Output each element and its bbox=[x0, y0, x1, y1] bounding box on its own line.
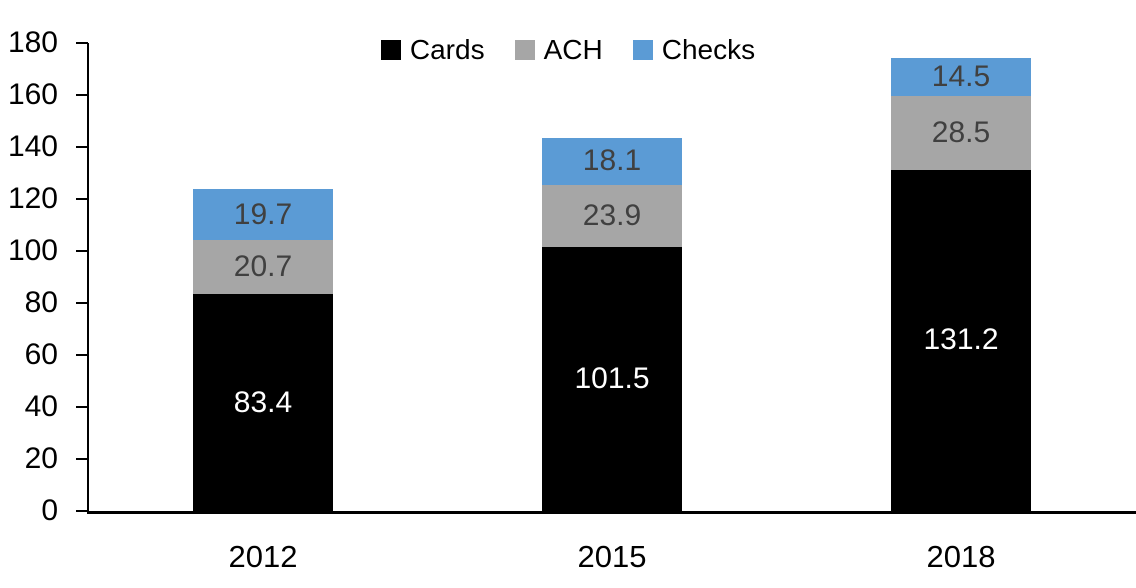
bar-segment-checks-2018: 14.5 bbox=[891, 58, 1031, 96]
x-axis-line bbox=[87, 511, 1136, 514]
legend-item-ach: ACH bbox=[514, 34, 603, 65]
y-axis-tick-mark bbox=[76, 458, 88, 460]
y-axis-tick-mark bbox=[76, 198, 88, 200]
data-label: 14.5 bbox=[931, 59, 991, 93]
legend-label: ACH bbox=[543, 34, 603, 65]
y-axis-tick-label: 160 bbox=[7, 78, 58, 111]
legend-item-checks: Checks bbox=[632, 34, 756, 65]
data-label: 19.7 bbox=[233, 197, 293, 231]
data-label: 83.4 bbox=[233, 385, 293, 419]
x-axis-category-label: 2012 bbox=[228, 539, 298, 574]
y-axis-tick-mark bbox=[76, 42, 88, 44]
data-label: 101.5 bbox=[574, 362, 650, 396]
legend-swatch-icon bbox=[514, 40, 535, 60]
legend-item-cards: Cards bbox=[380, 34, 485, 65]
y-axis-tick-label: 80 bbox=[24, 286, 58, 319]
y-axis-tick-label: 60 bbox=[24, 338, 58, 371]
data-label: 131.2 bbox=[923, 323, 999, 357]
data-label: 20.7 bbox=[233, 250, 293, 284]
y-axis-tick-mark bbox=[76, 510, 88, 512]
bar-segment-ach-2018: 28.5 bbox=[891, 95, 1031, 170]
data-label: 18.1 bbox=[582, 144, 642, 178]
data-label: 23.9 bbox=[582, 199, 642, 233]
y-axis-tick-mark bbox=[76, 354, 88, 356]
bar-segment-ach-2015: 23.9 bbox=[542, 184, 682, 248]
y-axis-tick-label: 40 bbox=[24, 390, 58, 423]
y-axis-tick-label: 100 bbox=[7, 234, 58, 267]
y-axis-tick-mark bbox=[76, 406, 88, 408]
y-axis-tick-label: 120 bbox=[7, 182, 58, 215]
bar-segment-cards-2018: 131.2 bbox=[891, 169, 1031, 511]
y-axis-tick-label: 0 bbox=[41, 494, 58, 527]
x-axis-category-label: 2018 bbox=[926, 539, 996, 574]
legend-label: Checks bbox=[661, 34, 756, 65]
y-axis-tick-label: 180 bbox=[7, 26, 58, 59]
y-axis-tick-label: 20 bbox=[24, 442, 58, 475]
y-axis-tick-label: 140 bbox=[7, 130, 58, 163]
y-axis-line bbox=[87, 43, 89, 511]
y-axis-tick-mark bbox=[76, 250, 88, 252]
data-label: 28.5 bbox=[931, 115, 991, 149]
bar-segment-cards-2012: 83.4 bbox=[193, 294, 333, 511]
bar-segment-ach-2012: 20.7 bbox=[193, 240, 333, 295]
x-axis-category-label: 2015 bbox=[577, 539, 647, 574]
bar-segment-checks-2012: 19.7 bbox=[193, 189, 333, 241]
legend-swatch-icon bbox=[380, 40, 401, 60]
bar-segment-checks-2015: 18.1 bbox=[542, 137, 682, 185]
y-axis-tick-mark bbox=[76, 302, 88, 304]
legend-swatch-icon bbox=[632, 40, 653, 60]
y-axis-tick-mark bbox=[76, 94, 88, 96]
legend-label: Cards bbox=[409, 34, 485, 65]
bar-segment-cards-2015: 101.5 bbox=[542, 247, 682, 511]
chart-legend: Cards ACH Checks bbox=[0, 36, 1136, 64]
y-axis-tick-mark bbox=[76, 146, 88, 148]
